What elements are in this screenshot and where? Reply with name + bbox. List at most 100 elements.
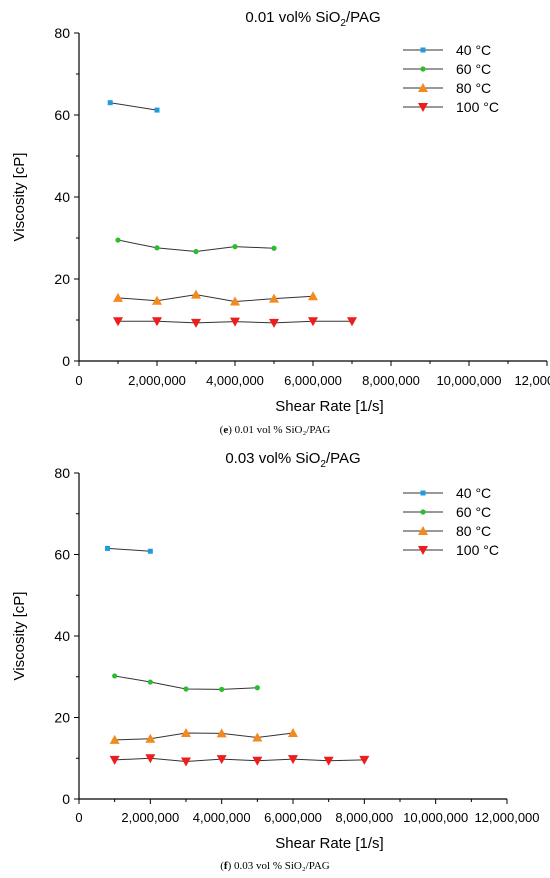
legend-label: 80 °C	[456, 523, 491, 539]
legend-label: 100 °C	[456, 99, 499, 115]
y-tick-label: 60	[54, 547, 70, 563]
legend-entry: 60 °C	[403, 61, 491, 77]
series-line	[110, 102, 158, 111]
data-point	[147, 548, 153, 554]
data-point	[347, 317, 357, 327]
y-tick-label: 0	[62, 353, 70, 369]
x-tick-label: 10,000,000	[403, 810, 468, 825]
chart-title-main: 0.03 vol% SiO	[225, 450, 320, 467]
data-point	[109, 755, 120, 765]
data-point	[288, 727, 298, 737]
data-point	[230, 317, 240, 327]
series-40-c	[107, 100, 160, 113]
data-point	[288, 755, 298, 765]
data-point	[230, 296, 240, 306]
x-tick-label: 2,000,000	[121, 810, 179, 825]
chart-title: 0.01 vol% SiO2/PAG	[245, 9, 380, 29]
y-tick-label: 80	[54, 465, 70, 481]
data-point	[154, 245, 160, 251]
data-point	[113, 292, 123, 302]
legend-label: 60 °C	[456, 504, 491, 520]
chart-svg: 0.03 vol% SiO2/PAG 0 20 40 60 80 0 2,000,000 4,0…	[11, 450, 540, 852]
data-point	[308, 291, 318, 301]
data-point	[154, 107, 160, 113]
caption-text: ) 0.03 vol % SiO₂/PAG	[227, 860, 330, 872]
x-tick-label: 12,000,000	[514, 373, 550, 388]
series-60-c	[115, 237, 277, 255]
legend-marker	[420, 490, 426, 496]
x-tick-label: 8,000,000	[362, 373, 420, 388]
data-point	[181, 727, 191, 737]
data-point	[112, 673, 118, 679]
data-point	[252, 756, 263, 766]
data-point	[269, 293, 279, 303]
series-100-c	[113, 317, 357, 328]
legend-marker	[418, 103, 428, 112]
y-tick-label: 40	[54, 628, 70, 644]
series-80-c	[113, 289, 318, 306]
legend-marker	[418, 83, 428, 92]
chart-title-subscript: 2	[320, 459, 326, 470]
legend-entry: 80 °C	[403, 80, 491, 96]
x-tick-label: 10,000,000	[436, 373, 501, 388]
series-100-c	[109, 754, 370, 767]
chart-title-tail: /PAG	[346, 9, 381, 26]
chart-panel-f: 0.03 vol% SiO2/PAG 0 20 40 60 80 0 2,000,000 4,0…	[0, 440, 550, 878]
data-point	[191, 318, 201, 328]
data-point	[147, 679, 153, 685]
y-tick-label: 20	[54, 710, 70, 726]
data-point	[216, 755, 227, 765]
data-point	[232, 244, 238, 250]
data-point	[216, 728, 227, 738]
x-tick-label: 0	[75, 373, 82, 388]
series-line	[107, 547, 151, 552]
data-point	[254, 685, 260, 691]
chart-title: 0.03 vol% SiO2/PAG	[225, 450, 360, 470]
data-point	[191, 289, 201, 299]
legend-label: 80 °C	[456, 80, 491, 96]
y-tick-label: 0	[62, 791, 70, 807]
legend-label: 100 °C	[456, 542, 499, 558]
y-tick-label: 60	[54, 107, 70, 123]
x-tick-label: 6,000,000	[284, 373, 342, 388]
legend-entry: 100 °C	[403, 99, 499, 115]
x-tick-label: 6,000,000	[264, 810, 322, 825]
x-tick-label: 12,000,000	[474, 810, 539, 825]
data-point	[152, 295, 162, 305]
data-point	[113, 317, 123, 327]
data-point	[219, 686, 225, 692]
data-point	[107, 100, 113, 106]
legend-entry: 40 °C	[403, 485, 491, 501]
data-point	[323, 756, 334, 766]
caption-text: ) 0.01 vol % SiO₂/PAG	[228, 424, 331, 436]
chart-svg: 0.01 vol% SiO2/PAG 0 20 40 60 80 0 2,000,000 4,0…	[11, 9, 550, 415]
y-axis-label: Viscosity [cP]	[11, 592, 28, 681]
data-point	[269, 318, 279, 328]
legend-label: 40 °C	[456, 42, 491, 58]
series-40-c	[105, 545, 153, 554]
series-line	[114, 732, 294, 741]
figure-caption: (e) 0.01 vol % SiO₂/PAG	[219, 424, 331, 436]
caption-letter: f	[223, 860, 228, 872]
data-point	[193, 248, 199, 255]
data-point	[105, 545, 111, 551]
chart-panel-e: 0.01 vol% SiO2/PAG 0 20 40 60 80 0 2,000,000 4,0…	[11, 9, 550, 436]
caption-letter: e	[223, 424, 229, 436]
data-point	[152, 317, 162, 327]
legend-entry: 100 °C	[403, 542, 499, 558]
y-tick-label: 20	[54, 271, 70, 287]
x-axis-label: Shear Rate [1/s]	[275, 835, 383, 852]
data-point	[308, 317, 318, 327]
figure-caption: (f) 0.03 vol % SiO₂/PAG	[220, 860, 330, 872]
x-axis-label: Shear Rate [1/s]	[275, 398, 383, 415]
x-tick-label: 4,000,000	[206, 373, 264, 388]
legend-entry: 80 °C	[403, 523, 491, 539]
data-point	[145, 733, 156, 743]
data-point	[109, 734, 120, 744]
series-80-c	[109, 727, 298, 744]
x-tick-label: 2,000,000	[128, 373, 186, 388]
chart-title-subscript: 2	[340, 18, 346, 29]
y-tick-label: 40	[54, 189, 70, 205]
data-point	[115, 237, 121, 243]
legend-entry: 40 °C	[403, 42, 491, 58]
